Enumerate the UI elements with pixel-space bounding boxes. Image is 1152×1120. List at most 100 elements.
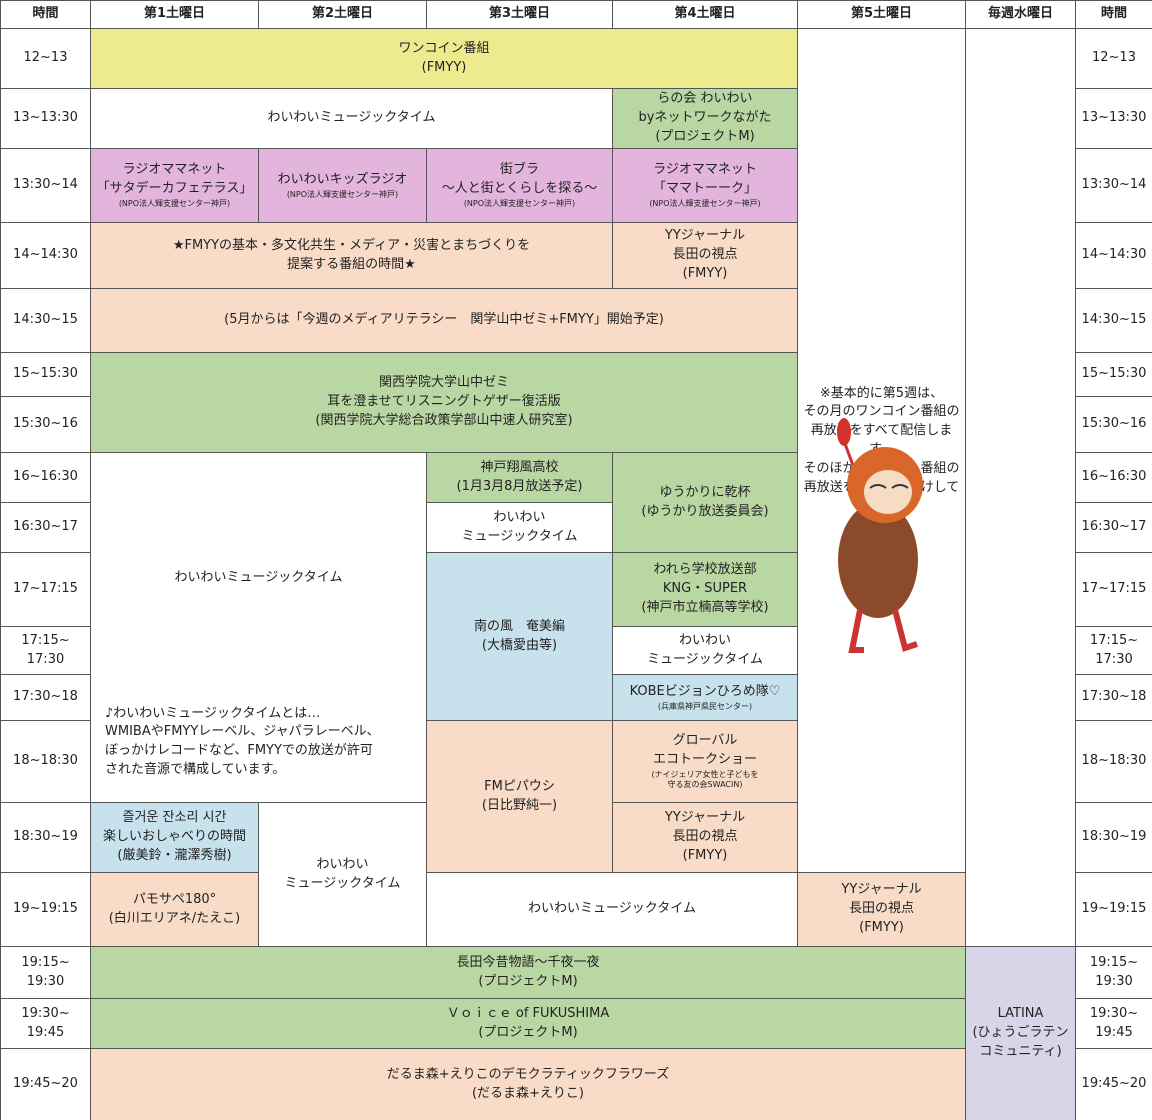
text-line: 長田の視点	[672, 247, 738, 263]
program-cell: 즐거운 잔소리 시간 楽しいおしゃべりの時間 (厳美鈴・瀧澤秀樹)	[90, 802, 259, 873]
text-line: 14:30~15	[1081, 312, 1147, 328]
program-cell: わいわいミュージックタイム	[90, 88, 613, 149]
text-line: わいわいミュージックタイム	[528, 901, 696, 917]
time-slot: 19:45~20	[0, 1048, 91, 1120]
text-line: (プロジェクトM)	[655, 128, 755, 144]
time-slot: 16:30~17	[0, 502, 91, 553]
program-cell: グローバル エコトークショー (ナイジェリア女性と子どもを 守る友の会SWACIN)	[612, 720, 798, 803]
time-slot: 15~15:30	[1075, 352, 1152, 397]
program-cell: ラジオママネット 「サタデーカフェテラス」 (NPO法人輝支援センター神戸)	[90, 148, 259, 223]
text-line: ※基本的に第5週は、	[819, 385, 944, 401]
text-line: わいわいミュージックタイム	[174, 570, 343, 586]
text-line: 13~13:30	[1081, 110, 1147, 126]
text-line: 関西学院大学山中ゼミ	[378, 375, 509, 391]
time-slot: 16:30~17	[1075, 502, 1152, 553]
text-line: 15:30~16	[1081, 416, 1147, 432]
text-line: byネットワークながた	[638, 110, 772, 126]
time-slot: 16~16:30	[0, 452, 91, 503]
program-cell: FMピパウシ (日比野純一)	[426, 720, 613, 873]
time-slot: 17~17:15	[0, 552, 91, 627]
text-line: ♪わいわいミュージックタイムとは…	[105, 705, 321, 721]
time-slot: 19:15~ 19:30	[0, 946, 91, 999]
text-line: (FMYY)	[421, 59, 467, 75]
time-slot: 19:30~ 19:45	[1075, 998, 1152, 1049]
program-cell: わいわいミュージックタイム	[426, 872, 798, 947]
text-line: (5月からは「今週のメディアリテラシー 関学山中ゼミ+FMYY」開始予定)	[224, 312, 664, 328]
title-lines: わいわいミュージックタイム	[175, 569, 343, 588]
time-slot: 17:15~ 17:30	[1075, 626, 1152, 675]
text-line: 19:30~	[1089, 1005, 1139, 1021]
program-note: ♪わいわいミュージックタイムとは… WMIBAやFMYYレーベル、ジャパラレーベル…	[91, 705, 380, 780]
text-line: 提案する番組の時間★	[287, 256, 416, 272]
time-slot: 19~19:15	[0, 872, 91, 947]
text-line: 13:30~14	[1081, 177, 1147, 193]
text-line: 15~15:30	[13, 366, 78, 382]
text-line: わいわいキッズラジオ	[277, 171, 408, 187]
time-slot: 19:45~20	[1075, 1048, 1152, 1120]
time-slot: 18:30~19	[1075, 802, 1152, 873]
text-line: 15~15:30	[1081, 366, 1147, 382]
program-title: わいわいミュージックタイム	[175, 453, 343, 705]
text-line: 長田の視点	[672, 829, 738, 845]
program-cell: わいわいキッズラジオ (NPO法人輝支援センター神戸)	[258, 148, 427, 223]
text-line: 「サタデーカフェテラス」	[96, 181, 253, 197]
text-line: (兵庫県神戸県民センター)	[657, 701, 753, 711]
text-line: KOBEビジョンひろめ隊♡	[629, 683, 781, 699]
text-line: (NPO法人輝支援センター神戸)	[286, 189, 399, 199]
text-line: ミュージックタイム	[461, 528, 578, 544]
text-line: (だるま森+えりこ)	[471, 1085, 585, 1101]
text-line: わいわいミュージックタイム	[267, 110, 436, 126]
text-line: だるま森+えりこのデモクラティックフラワーズ	[386, 1066, 670, 1082]
column-header: 第1土曜日	[90, 0, 259, 29]
text-line: 19:30	[26, 973, 65, 989]
text-line: 16:30~17	[1081, 519, 1147, 535]
text-line: 19:45	[26, 1024, 65, 1040]
text-line: 19:45	[1095, 1024, 1133, 1040]
mascot-illustration	[837, 418, 923, 653]
text-line: 16~16:30	[13, 469, 78, 485]
text-line: (NPO法人輝支援センター神戸)	[649, 199, 761, 209]
time-slot: 17~17:15	[1075, 552, 1152, 627]
text-line: 19:15~	[21, 954, 70, 970]
text-line: 17:15~	[1089, 632, 1139, 648]
time-slot: 16~16:30	[1075, 452, 1152, 503]
text-line: 13:30~14	[13, 177, 78, 193]
text-line: 長田の視点	[848, 901, 914, 917]
time-slot: 14~14:30	[1075, 222, 1152, 289]
program-cell: LATINA (ひょうごラテン コミュニティ)	[965, 946, 1076, 1120]
time-slot: 17:30~18	[1075, 674, 1152, 721]
program-cell: ワンコイン番組 (FMYY)	[90, 28, 798, 89]
text-line: 17~17:15	[13, 581, 78, 597]
text-line: 16:30~17	[13, 519, 78, 535]
text-line: 19~19:15	[1081, 901, 1147, 917]
text-line: 南の風 奄美編	[473, 618, 565, 634]
time-slot: 12~13	[0, 28, 91, 89]
time-slot: 14:30~15	[0, 288, 91, 353]
text-line: らの会 わいわい	[657, 91, 753, 107]
text-line: ぼっかけレコードなど、FMYYでの放送が許可	[105, 743, 373, 759]
program-cell: パモサペ180° (白川エリアネ/たえこ)	[90, 872, 259, 947]
program-cell: ゆうかりに乾杯 (ゆうかり放送委員会)	[612, 452, 798, 553]
program-cell: 関西学院大学山中ゼミ 耳を澄ませてリスニングトゲザー復活版 (関西学院大学総合政策学…	[90, 352, 798, 453]
column-header: 時間	[1075, 0, 1152, 29]
text-line: (プロジェクトM)	[478, 1024, 578, 1040]
text-line: (大橋愛由等)	[481, 637, 558, 653]
text-line: 耳を澄ませてリスニングトゲザー復活版	[327, 394, 561, 410]
text-line: 13~13:30	[13, 110, 78, 126]
program-cell: ★FMYYの基本・多文化共生・メディア・災害とまちづくりを 提案する番組の時間★	[90, 222, 613, 289]
text-line: 19:45~20	[13, 1076, 78, 1092]
text-line: (ナイジェリア女性と子どもを	[651, 769, 759, 779]
time-slot: 19:30~ 19:45	[0, 998, 91, 1049]
text-line: (FMYY)	[682, 847, 728, 863]
program-cell: らの会 わいわい byネットワークながた (プロジェクトM)	[612, 88, 798, 149]
program-cell	[965, 28, 1076, 947]
text-line: ミュージックタイム	[284, 875, 401, 891]
text-line: 16~16:30	[1081, 469, 1147, 485]
column-header: 第5土曜日	[797, 0, 966, 29]
text-line: わいわい	[493, 509, 546, 525]
text-line: YYジャーナル	[841, 882, 922, 898]
text-line: われら学校放送部	[653, 562, 757, 578]
text-line: エコトークショー	[652, 752, 757, 768]
text-line: (FMYY)	[682, 265, 728, 281]
